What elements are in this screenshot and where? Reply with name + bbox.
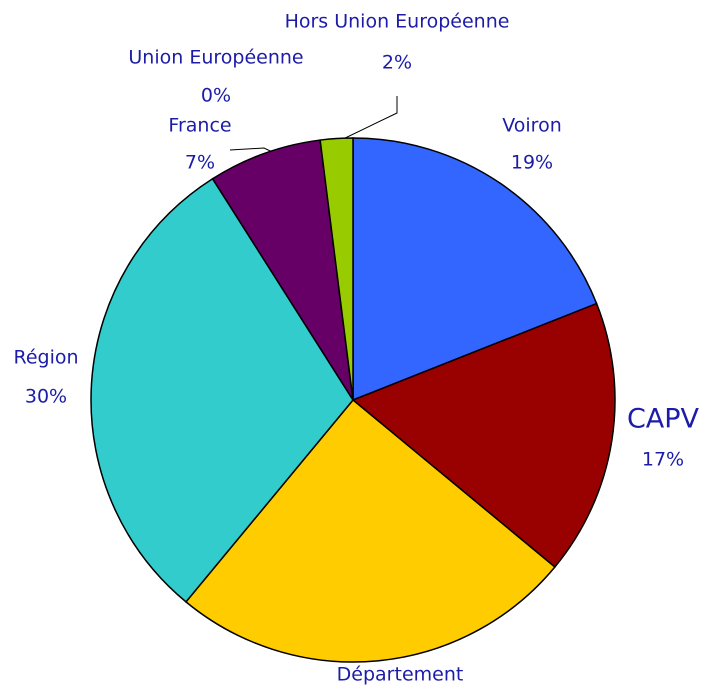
slice-label: Département (337, 664, 464, 686)
value-label: 0% (201, 85, 231, 107)
pie-slice (351, 302, 616, 569)
slice-label: Hors Union Européenne (285, 11, 510, 33)
slice-label: CAPV (627, 404, 700, 435)
pie-slice (184, 398, 556, 663)
slice-label: Région (13, 347, 78, 369)
pie-slice (319, 137, 354, 401)
pie-slice (90, 177, 354, 603)
value-label: 17% (642, 449, 684, 471)
value-label: 7% (185, 152, 215, 174)
leader-line (338, 96, 398, 142)
slice-label: France (168, 115, 231, 137)
slice-label: Union Européenne (128, 47, 303, 69)
slice-label: Voiron (502, 115, 562, 137)
value-label: 19% (511, 152, 553, 174)
pie-slice (352, 137, 598, 402)
pie-slice (211, 139, 354, 401)
value-label: 30% (25, 386, 67, 408)
value-label: 2% (382, 52, 412, 74)
